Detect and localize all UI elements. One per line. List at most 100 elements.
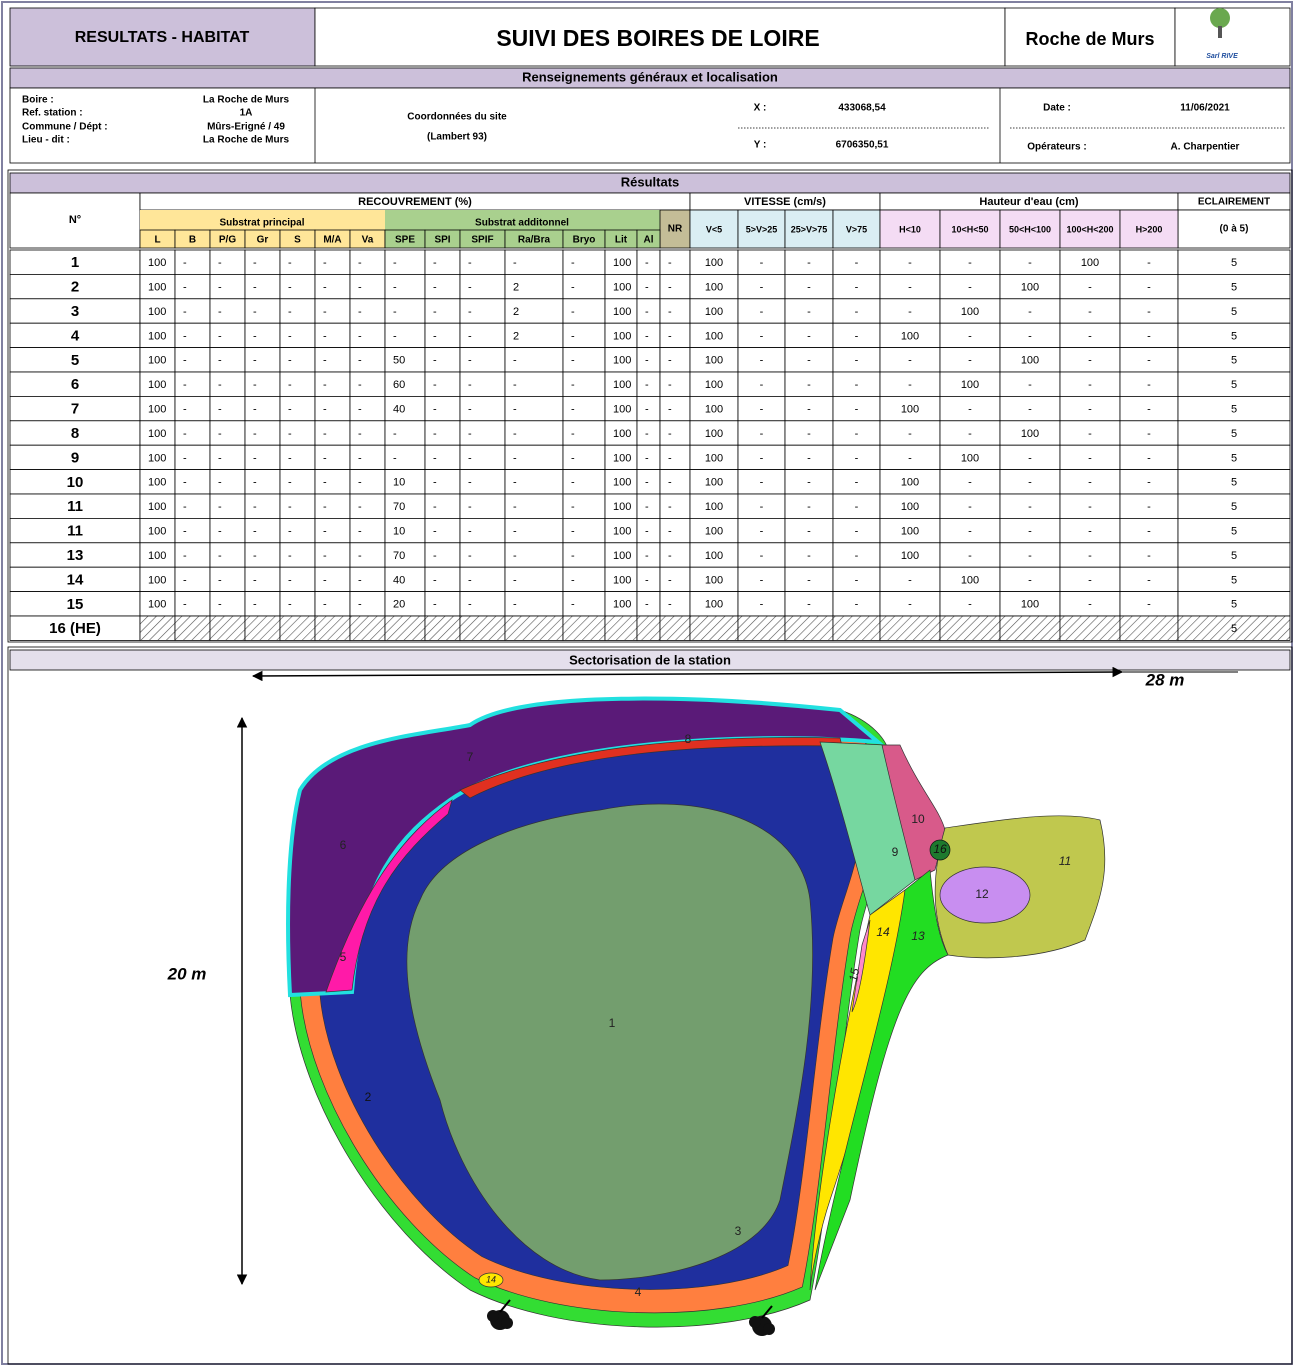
data-cell [349, 347, 386, 373]
data-cell [562, 493, 606, 519]
header-cell [1177, 209, 1291, 249]
cell-value: - [571, 282, 575, 294]
data-cell [279, 273, 316, 300]
label: (0 à 5) [1220, 224, 1249, 235]
data-cell [604, 469, 638, 495]
data-cell [279, 591, 316, 617]
data-cell [424, 566, 461, 593]
data-cell [562, 566, 606, 593]
hatched-cell [939, 615, 1001, 641]
data-cell [244, 469, 281, 495]
cell-value: - [1088, 428, 1092, 440]
cell-value: - [571, 501, 575, 513]
logo-box [1174, 7, 1291, 67]
cell-value: - [288, 379, 292, 391]
cell-value: 100 [961, 306, 979, 318]
cell-value: - [855, 477, 859, 489]
cell-value: - [668, 452, 672, 464]
field-label: Boire : [22, 95, 54, 106]
cell-value: - [253, 306, 257, 318]
cell-value: - [218, 330, 222, 342]
data-cell [349, 273, 386, 300]
cell-value: - [393, 257, 397, 269]
data-cell [314, 542, 351, 568]
data-cell [349, 493, 386, 519]
cell-value: 100 [1021, 282, 1039, 294]
field-label: Ref. station : [22, 108, 83, 119]
label: NR [668, 224, 683, 235]
cell-value: - [513, 257, 517, 269]
data-cell [139, 298, 176, 324]
cell-value: 5 [1231, 355, 1237, 367]
data-cell [459, 591, 506, 617]
map-frame [7, 646, 1293, 1365]
cell-value: 100 [705, 526, 723, 538]
data-cell [999, 542, 1061, 568]
cell-value: 100 [705, 282, 723, 294]
cell-value: - [645, 404, 649, 416]
cell-value: - [468, 379, 472, 391]
cell-value: - [807, 452, 811, 464]
data-cell [244, 518, 281, 544]
cell-value: - [513, 452, 517, 464]
logo-text: Sarl RIVE [1206, 53, 1238, 60]
cell-value: - [468, 501, 472, 513]
cell-value: - [1088, 282, 1092, 294]
data-cell [174, 322, 211, 349]
data-cell [1177, 518, 1291, 544]
hatched-cell [689, 615, 739, 641]
row-id: 10 [67, 474, 84, 491]
cell-value: 100 [961, 379, 979, 391]
zone-label: 6 [340, 838, 347, 852]
cell-value: 100 [613, 379, 631, 391]
cell-value: - [645, 452, 649, 464]
data-cell [562, 347, 606, 373]
data-cell [244, 371, 281, 397]
cell-value: 100 [901, 526, 919, 538]
tree [763, 1323, 775, 1335]
data-cell [659, 395, 691, 422]
cell-value: 100 [148, 282, 166, 294]
cell-value: - [760, 501, 764, 513]
data-cell [139, 347, 176, 373]
data-cell [659, 347, 691, 373]
data-cell [384, 566, 426, 593]
data-cell [424, 420, 461, 446]
cell-value: - [668, 501, 672, 513]
data-cell [999, 322, 1061, 349]
cell-value: - [668, 379, 672, 391]
data-cell [314, 493, 351, 519]
hatched-cell [737, 615, 786, 641]
cell-value: - [760, 306, 764, 318]
cell-value: - [433, 550, 437, 562]
row-id: 13 [67, 547, 84, 564]
row-id-cell [9, 591, 141, 617]
cell-value: - [253, 404, 257, 416]
cell-value: - [218, 550, 222, 562]
data-cell [1059, 566, 1121, 593]
tree [487, 1310, 499, 1322]
data-cell [737, 469, 786, 495]
cell-value: 5 [1231, 404, 1237, 416]
data-cell [1177, 249, 1291, 275]
cell-value: - [668, 404, 672, 416]
data-cell [1059, 542, 1121, 568]
data-cell [424, 371, 461, 397]
cell-value: - [908, 428, 912, 440]
cell-value: - [855, 404, 859, 416]
data-cell [174, 518, 211, 544]
zone-label: 3 [735, 1224, 742, 1238]
cell-value: - [433, 257, 437, 269]
row-id: 7 [71, 401, 79, 418]
data-cell [939, 395, 1001, 422]
cell-value: - [183, 355, 187, 367]
cell-value: - [645, 599, 649, 611]
data-cell [1177, 493, 1291, 519]
data-cell [209, 518, 246, 544]
cell-value: 5 [1231, 623, 1237, 635]
cell-value: - [1028, 452, 1032, 464]
cell-value: - [1028, 477, 1032, 489]
cell-value: - [1088, 379, 1092, 391]
data-cell [244, 298, 281, 324]
cell-value: - [571, 574, 575, 586]
